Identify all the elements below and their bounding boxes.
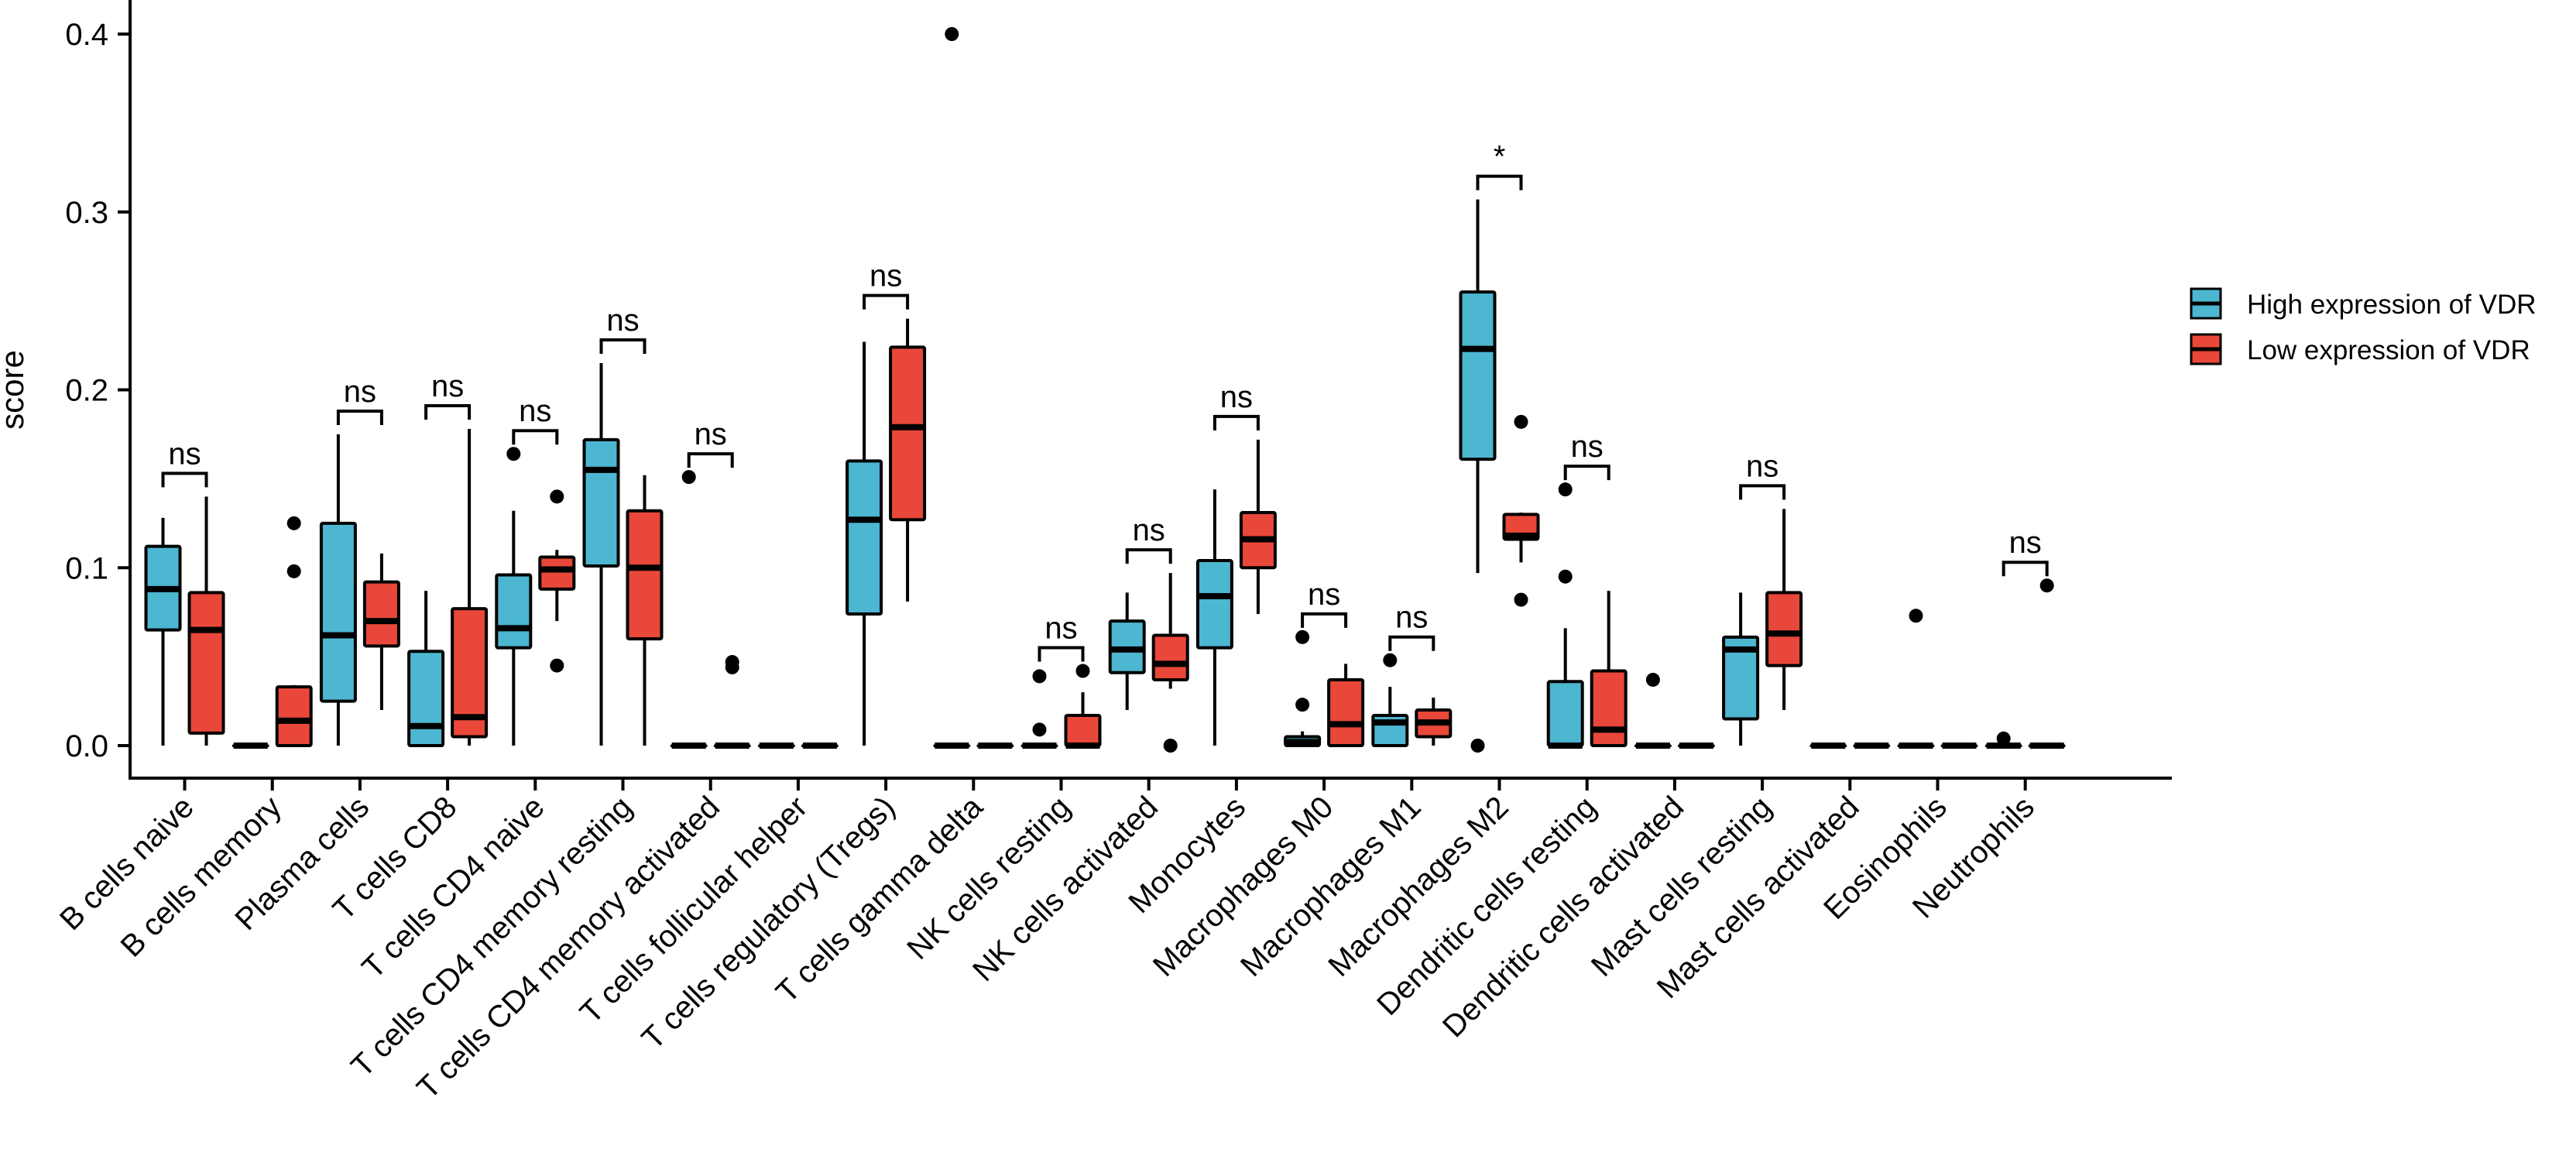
category-label: B cells memory — [115, 790, 288, 963]
low-box-box — [889, 345, 927, 522]
high-box-outlier — [1558, 482, 1573, 497]
low-box-outlier — [550, 658, 564, 673]
category-label: NK cells resting — [900, 790, 1077, 966]
low-box-box — [538, 555, 576, 591]
significance-label: ns — [431, 369, 464, 403]
high-box-outlier — [1383, 653, 1398, 667]
significance-bracket — [863, 293, 910, 310]
low-box-box — [362, 580, 400, 648]
low-box-outlier — [2039, 578, 2054, 593]
low-box-outlier — [1514, 592, 1528, 607]
high-box-outlier — [1909, 609, 1923, 623]
y-tick-label: 0.1 — [65, 551, 108, 585]
low-box-box — [1765, 591, 1803, 667]
significance-label: ns — [1044, 612, 1077, 646]
high-box-box — [1195, 559, 1233, 650]
significance-label: ns — [870, 259, 902, 293]
significance-label: ns — [1571, 430, 1604, 464]
significance-bracket — [161, 472, 208, 488]
high-box-outlier — [1645, 672, 1660, 687]
significance-label: ns — [1746, 449, 1779, 483]
y-tick-label: 0.0 — [65, 729, 108, 763]
legend: High expression of VDR Low expression of… — [2190, 287, 2537, 365]
legend-low-label: Low expression of VDR — [2247, 335, 2530, 365]
low-box-outlier — [1163, 739, 1178, 753]
high-box-outlier — [1032, 722, 1047, 737]
low-box-box — [1151, 633, 1189, 681]
high-box-box — [1459, 290, 1497, 461]
low-box-outlier — [286, 516, 301, 530]
high-box-box — [319, 521, 357, 703]
significance-label: ns — [1308, 578, 1340, 612]
high-box-outlier — [1558, 569, 1573, 584]
low-box-box — [1590, 669, 1628, 748]
significance-label: ns — [2009, 526, 2042, 560]
significance-bracket — [1038, 646, 1085, 662]
low-box-box — [451, 607, 489, 739]
high-box-outlier — [1470, 739, 1485, 753]
high-box-outlier — [681, 470, 696, 485]
significance-bracket — [1739, 484, 1786, 500]
significance-label: ns — [519, 394, 551, 428]
significance-bracket — [687, 452, 734, 468]
significance-bracket — [1563, 465, 1610, 481]
y-tick-label: 0.2 — [65, 374, 108, 408]
significance-label: ns — [1220, 380, 1253, 414]
high-box-outlier — [1032, 669, 1047, 684]
significance-label: ns — [344, 375, 376, 409]
high-box-outlier — [1295, 698, 1310, 712]
significance-bracket — [1213, 414, 1260, 430]
significance-bracket — [1125, 548, 1172, 564]
low-box-box — [1064, 713, 1102, 748]
high-box-outlier — [1295, 629, 1310, 644]
significance-bracket — [1388, 635, 1435, 651]
significance-bracket — [2001, 561, 2049, 577]
significance-label: ns — [606, 304, 639, 338]
significance-bracket — [599, 338, 647, 355]
high-box-box — [1722, 635, 1760, 721]
significance-label: ns — [695, 417, 727, 451]
low-box-box — [626, 509, 664, 641]
significance-bracket — [1301, 612, 1348, 628]
high-box-outlier — [506, 447, 521, 461]
high-box-outlier — [1996, 731, 2011, 746]
significance-label: ns — [168, 437, 201, 471]
low-box-outlier — [725, 660, 739, 674]
high-box-box — [846, 459, 883, 616]
legend-high-label: High expression of VDR — [2247, 290, 2537, 320]
significance-bracket — [512, 429, 559, 445]
low-box-outlier — [1075, 664, 1090, 678]
significance-bracket — [336, 409, 383, 425]
low-box-outlier — [1514, 414, 1528, 429]
significance-label: * — [1494, 140, 1506, 174]
y-tick-label: 0.4 — [65, 18, 108, 52]
high-box-outlier — [945, 27, 959, 41]
significance-label: ns — [1133, 513, 1165, 547]
high-box-box — [495, 573, 533, 650]
significance-bracket — [424, 404, 472, 420]
low-box-outlier — [550, 489, 564, 504]
low-box-outlier — [286, 564, 301, 578]
low-box-box — [187, 591, 225, 735]
y-axis-title: score — [0, 350, 30, 430]
high-box-box — [582, 437, 620, 568]
significance-label: ns — [1395, 601, 1428, 635]
low-box-box — [1327, 677, 1365, 747]
high-box-box — [1546, 680, 1584, 747]
high-box-box — [407, 650, 445, 747]
y-tick-label: 0.3 — [65, 196, 108, 230]
significance-bracket — [1476, 174, 1523, 190]
low-box-box — [275, 685, 313, 747]
